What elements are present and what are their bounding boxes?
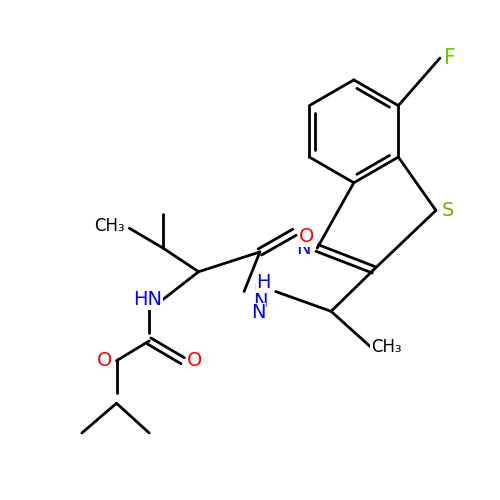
Text: CH₃: CH₃ <box>371 338 402 356</box>
Text: S: S <box>442 201 454 220</box>
Text: N: N <box>296 238 310 258</box>
Text: F: F <box>444 48 456 68</box>
Text: O: O <box>187 352 202 370</box>
Text: CH₃: CH₃ <box>94 218 125 236</box>
Text: N: N <box>250 304 265 322</box>
Text: H: H <box>256 272 271 291</box>
Text: O: O <box>97 352 112 370</box>
Text: HN: HN <box>132 290 162 309</box>
Text: N: N <box>252 292 267 311</box>
Text: O: O <box>298 226 314 246</box>
Text: H: H <box>252 282 267 301</box>
